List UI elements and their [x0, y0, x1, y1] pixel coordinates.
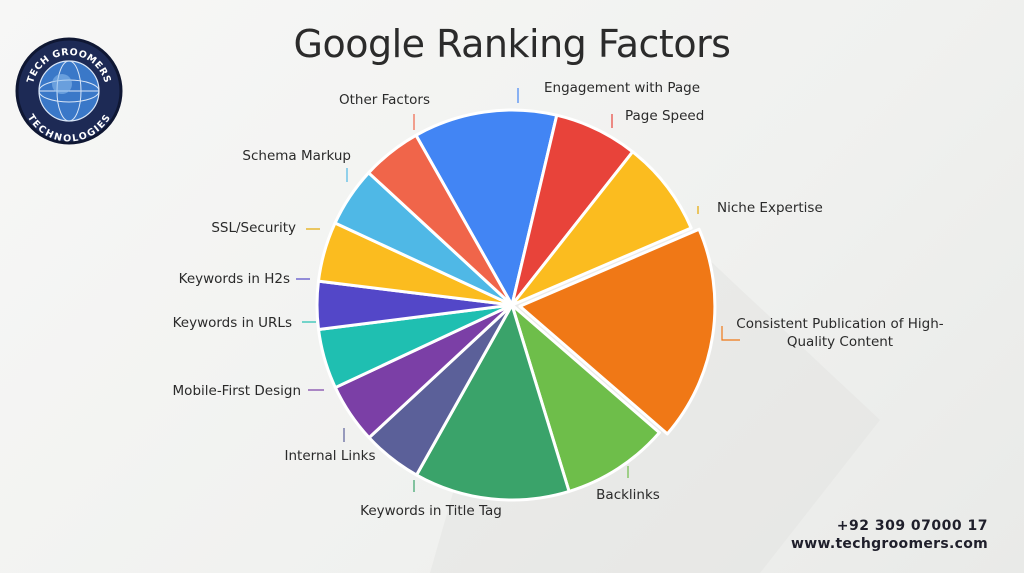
pie-slice: [415, 303, 571, 502]
logo-emblem: TECH GROOMERS TECHNOLOGIES: [15, 37, 123, 145]
slice-label: Mobile-First Design: [173, 383, 301, 399]
pie-slice: [510, 303, 661, 493]
tech-groomers-logo: TECH GROOMERS TECHNOLOGIES: [14, 36, 124, 146]
pie-slice: [367, 133, 514, 307]
slice-label: Engagement with Page: [544, 80, 700, 96]
slice-label: Keywords in H2s: [179, 271, 290, 287]
slice-label: Page Speed: [625, 108, 704, 124]
slice-label: Internal Links: [285, 448, 376, 464]
slice-label: Consistent Publication of High-Quality C…: [736, 316, 944, 350]
slice-label: Keywords in Title Tag: [360, 503, 502, 519]
pie-slice: [518, 227, 717, 436]
slice-label: Niche Expertise: [717, 200, 823, 216]
chart-title: Google Ranking Factors: [293, 22, 731, 66]
slice-label: Other Factors: [339, 92, 430, 108]
slice-label: Schema Markup: [242, 148, 351, 164]
phone-number: +92 309 07000 17: [836, 518, 988, 534]
contact-info: +92 309 07000 17 www.techgroomers.com: [791, 518, 988, 552]
leader-line: [721, 326, 740, 341]
slice-label: Backlinks: [596, 487, 660, 503]
pie-slice: [414, 108, 559, 307]
slice-label: Keywords in URLs: [173, 315, 292, 331]
slice-label: SSL/Security: [211, 220, 296, 236]
website-url: www.techgroomers.com: [791, 536, 988, 552]
pie-slice: [510, 150, 693, 307]
pie-slices: [315, 108, 717, 502]
